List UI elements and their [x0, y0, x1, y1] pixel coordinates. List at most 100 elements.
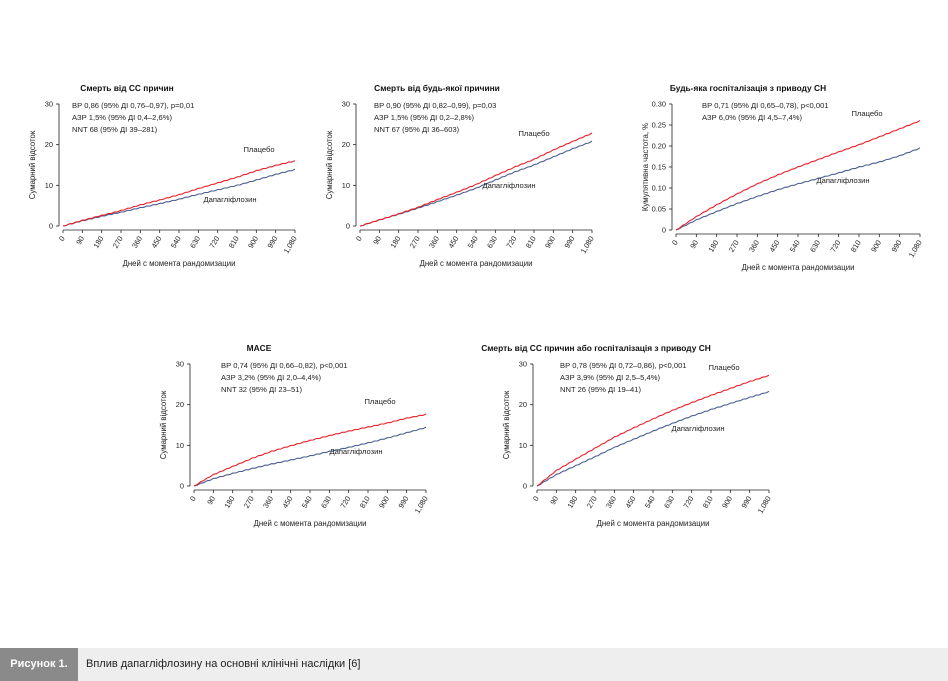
x-tick-label: 990 [265, 235, 279, 250]
x-tick-label: 720 [338, 495, 352, 510]
figure-caption: Рисунок 1. Вплив дапагліфлозину на основ… [0, 648, 948, 681]
y-tick-label: 0.25 [652, 121, 666, 130]
y-tick-label: 0.05 [652, 205, 666, 214]
x-tick-label: 360 [130, 235, 144, 250]
chart-cv-death: Смерть від СС причин ВР 0,86 (95% ДІ 0,76… [28, 83, 299, 268]
y-axis-label: Сумарний відсоток [28, 130, 37, 199]
stat-line: ВР 0,90 (95% ДІ 0,82–0,99), р=0,03 [374, 101, 496, 110]
chart-cv-death-or-hf: Смерть від СС причин або госпіталізація … [481, 343, 773, 528]
y-tick-label: 30 [342, 100, 350, 109]
x-tick-label: 900 [720, 495, 734, 510]
y-tick-label: 30 [519, 360, 527, 369]
placebo-line [675, 120, 921, 231]
x-tick-label: 180 [565, 495, 579, 510]
x-tick-label: 540 [466, 235, 480, 250]
y-axis-label: Кумулятивна частота, % [641, 123, 650, 211]
placebo-label: Плацебо [518, 129, 549, 138]
chart-title: Смерть від будь-якої причини [374, 83, 500, 93]
x-tick-label: 1,080 [413, 495, 430, 516]
y-tick-label: 30 [176, 360, 184, 369]
chart-mace: MACE ВР 0,74 (95% ДІ 0,66–0,82), р<0,001 А… [159, 343, 430, 528]
placebo-line [536, 374, 770, 487]
placebo-label: Плацебо [708, 363, 739, 372]
dapagliflozin-line [193, 426, 427, 487]
chart-title: MACE [247, 343, 272, 353]
x-tick-label: 180 [222, 495, 236, 510]
stat-line: NNT 26 (95% ДІ 19–41) [560, 385, 641, 394]
y-tick-label: 0.10 [652, 184, 666, 193]
chart-hf-hospitalization: Будь-яка госпіталізація з приводу СН ВР 0… [641, 83, 924, 272]
x-axis-label: Дней с момента рандомизации [254, 519, 367, 528]
dapagliflozin-line [536, 390, 770, 487]
x-tick-label: 360 [427, 235, 441, 250]
x-tick-label: 630 [808, 239, 822, 254]
y-tick-label: 0 [49, 222, 53, 231]
stat-line: АЗР 1,5% (95% ДІ 0,2–2,8%) [374, 113, 474, 122]
x-tick-label: 810 [358, 495, 372, 510]
x-tick-label: 0 [354, 235, 364, 243]
x-tick-label: 540 [643, 495, 657, 510]
stat-line: ВР 0,71 (95% ДІ 0,65–0,78), р<0,001 [702, 101, 829, 110]
placebo-line [193, 413, 427, 487]
x-tick-label: 900 [377, 495, 391, 510]
stat-line: ВР 0,86 (95% ДІ 0,76–0,97), р=0,01 [72, 101, 194, 110]
x-tick-label: 540 [300, 495, 314, 510]
x-tick-label: 180 [706, 239, 720, 254]
chart-title: Смерть від СС причин [80, 83, 173, 93]
y-tick-label: 20 [45, 140, 53, 149]
placebo-label: Плацебо [851, 109, 882, 118]
placebo-line [62, 160, 296, 227]
x-tick-label: 0 [670, 239, 680, 247]
dapagliflozin-label: Дапагліфлозин [203, 195, 256, 204]
y-tick-label: 0 [523, 482, 527, 491]
x-tick-label: 90 [74, 235, 86, 247]
x-tick-label: 270 [242, 495, 256, 510]
x-tick-label: 90 [205, 495, 217, 507]
dapagliflozin-label: Дапагліфлозин [329, 447, 382, 456]
x-axis-label: Дней с момента рандомизации [597, 519, 710, 528]
dapagliflozin-line [675, 147, 921, 231]
x-tick-label: 630 [319, 495, 333, 510]
x-axis-label: Дней с момента рандомизации [123, 259, 236, 268]
stat-line: АЗР 1,5% (95% ДІ 0,4–2,6%) [72, 113, 172, 122]
stat-line: АЗР 6,0% (95% ДІ 4,5–7,4%) [702, 113, 802, 122]
placebo-line [359, 132, 593, 227]
x-tick-label: 450 [446, 235, 460, 250]
y-tick-label: 0 [180, 482, 184, 491]
x-tick-label: 630 [188, 235, 202, 250]
x-tick-label: 270 [408, 235, 422, 250]
x-tick-label: 540 [788, 239, 802, 254]
y-tick-label: 10 [45, 181, 53, 190]
figure-caption-text: Вплив дапагліфлозину на основні клінічні… [86, 658, 361, 670]
y-tick-label: 10 [519, 441, 527, 450]
x-tick-label: 990 [396, 495, 410, 510]
y-tick-label: 10 [342, 181, 350, 190]
x-tick-label: 450 [149, 235, 163, 250]
x-tick-label: 720 [681, 495, 695, 510]
x-tick-label: 990 [739, 495, 753, 510]
dapagliflozin-label: Дапагліфлозин [816, 176, 869, 185]
chart-all-cause-death: Смерть від будь-якої причини ВР 0,90 (95%… [325, 83, 596, 268]
x-tick-label: 900 [869, 239, 883, 254]
x-tick-label: 360 [261, 495, 275, 510]
x-tick-label: 810 [227, 235, 241, 250]
x-tick-label: 1,080 [282, 235, 299, 256]
stat-line: NNT 68 (95% ДІ 39–281) [72, 125, 158, 134]
stat-line: АЗР 3,2% (95% ДІ 2,0–4,4%) [221, 373, 321, 382]
x-tick-label: 540 [169, 235, 183, 250]
y-tick-label: 20 [342, 140, 350, 149]
y-axis-label: Сумарний відсоток [502, 390, 511, 459]
x-tick-label: 810 [701, 495, 715, 510]
x-tick-label: 1,080 [907, 239, 924, 260]
x-tick-label: 720 [828, 239, 842, 254]
stat-line: ВР 0,74 (95% ДІ 0,66–0,82), р<0,001 [221, 361, 348, 370]
x-tick-label: 810 [849, 239, 863, 254]
stat-line: NNT 32 (95% ДІ 23–51) [221, 385, 302, 394]
dapagliflozin-label: Дапагліфлозин [482, 181, 535, 190]
x-tick-label: 360 [604, 495, 618, 510]
y-tick-label: 10 [176, 441, 184, 450]
stat-line: ВР 0,78 (95% ДІ 0,72–0,86), р<0,001 [560, 361, 687, 370]
y-tick-label: 30 [45, 100, 53, 109]
x-tick-label: 900 [543, 234, 557, 249]
x-tick-label: 990 [562, 235, 576, 250]
